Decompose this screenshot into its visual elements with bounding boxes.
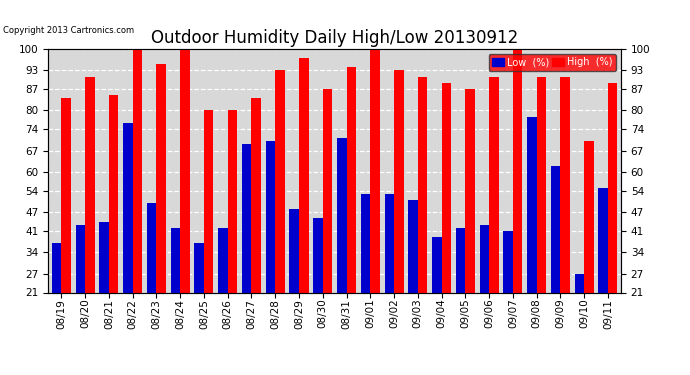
Bar xyxy=(575,274,584,357)
Text: Copyright 2013 Cartronics.com: Copyright 2013 Cartronics.com xyxy=(3,26,135,35)
Bar xyxy=(323,89,333,357)
Bar xyxy=(61,98,71,357)
Bar xyxy=(456,228,465,357)
Bar xyxy=(52,243,61,357)
Bar xyxy=(147,203,157,357)
Bar xyxy=(132,49,142,357)
Bar xyxy=(180,49,190,357)
Bar xyxy=(313,219,323,357)
Bar xyxy=(371,49,380,357)
Bar xyxy=(337,138,346,357)
Bar xyxy=(109,95,119,357)
Bar xyxy=(527,117,537,357)
Bar xyxy=(299,58,308,357)
Bar xyxy=(537,76,546,357)
Bar xyxy=(384,194,394,357)
Bar xyxy=(361,194,371,357)
Bar xyxy=(608,83,618,357)
Bar xyxy=(432,237,442,357)
Bar xyxy=(290,209,299,357)
Bar xyxy=(584,141,593,357)
Bar xyxy=(76,225,85,357)
Bar xyxy=(123,123,132,357)
Bar xyxy=(170,228,180,357)
Bar xyxy=(99,222,109,357)
Bar xyxy=(228,111,237,357)
Bar xyxy=(266,141,275,357)
Bar xyxy=(504,231,513,357)
Title: Outdoor Humidity Daily High/Low 20130912: Outdoor Humidity Daily High/Low 20130912 xyxy=(151,29,518,47)
Legend: Low  (%), High  (%): Low (%), High (%) xyxy=(489,54,616,71)
Bar xyxy=(242,144,251,357)
Bar xyxy=(418,76,427,357)
Bar xyxy=(408,200,418,357)
Bar xyxy=(560,76,570,357)
Bar xyxy=(346,67,356,357)
Bar xyxy=(218,228,228,357)
Bar xyxy=(551,166,560,357)
Bar xyxy=(85,76,95,357)
Bar xyxy=(489,76,499,357)
Bar xyxy=(394,70,404,357)
Bar xyxy=(195,243,204,357)
Bar xyxy=(513,49,522,357)
Bar xyxy=(275,70,285,357)
Bar xyxy=(157,64,166,357)
Bar xyxy=(251,98,261,357)
Bar xyxy=(480,225,489,357)
Bar xyxy=(204,111,213,357)
Bar xyxy=(598,188,608,357)
Bar xyxy=(442,83,451,357)
Bar xyxy=(465,89,475,357)
